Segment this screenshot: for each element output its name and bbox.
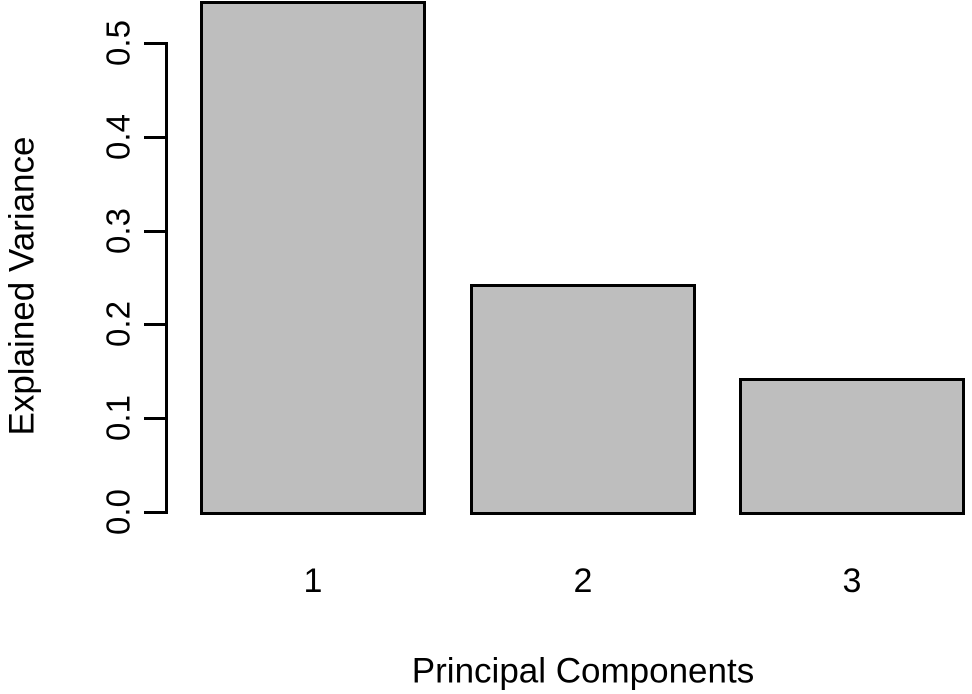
x-axis-label-pc2: 2 <box>573 562 593 600</box>
y-axis-line <box>165 42 168 514</box>
bar-pc1 <box>200 1 426 515</box>
y-axis-tick <box>144 230 165 233</box>
y-axis-tick-label: 0.1 <box>99 395 137 441</box>
y-axis-tick <box>144 136 165 139</box>
y-axis-tick-label: 0.5 <box>99 20 137 66</box>
x-axis-title: Principal Components <box>411 651 755 691</box>
y-axis-tick-label: 0.3 <box>99 208 137 254</box>
y-axis-tick-label: 0.4 <box>99 114 137 160</box>
y-axis-tick-label: 0.0 <box>99 489 137 535</box>
y-axis-tick-label: 0.2 <box>99 301 137 347</box>
bar-pc2 <box>470 284 696 515</box>
y-axis-tick <box>144 323 165 326</box>
y-axis-title: Explained Variance <box>2 136 42 436</box>
bar-pc3 <box>739 378 965 515</box>
y-axis-tick <box>144 511 165 514</box>
x-axis-label-pc1: 1 <box>303 562 323 600</box>
y-axis-tick <box>144 417 165 420</box>
x-axis-label-pc3: 3 <box>842 562 862 600</box>
y-axis-tick <box>144 42 165 45</box>
